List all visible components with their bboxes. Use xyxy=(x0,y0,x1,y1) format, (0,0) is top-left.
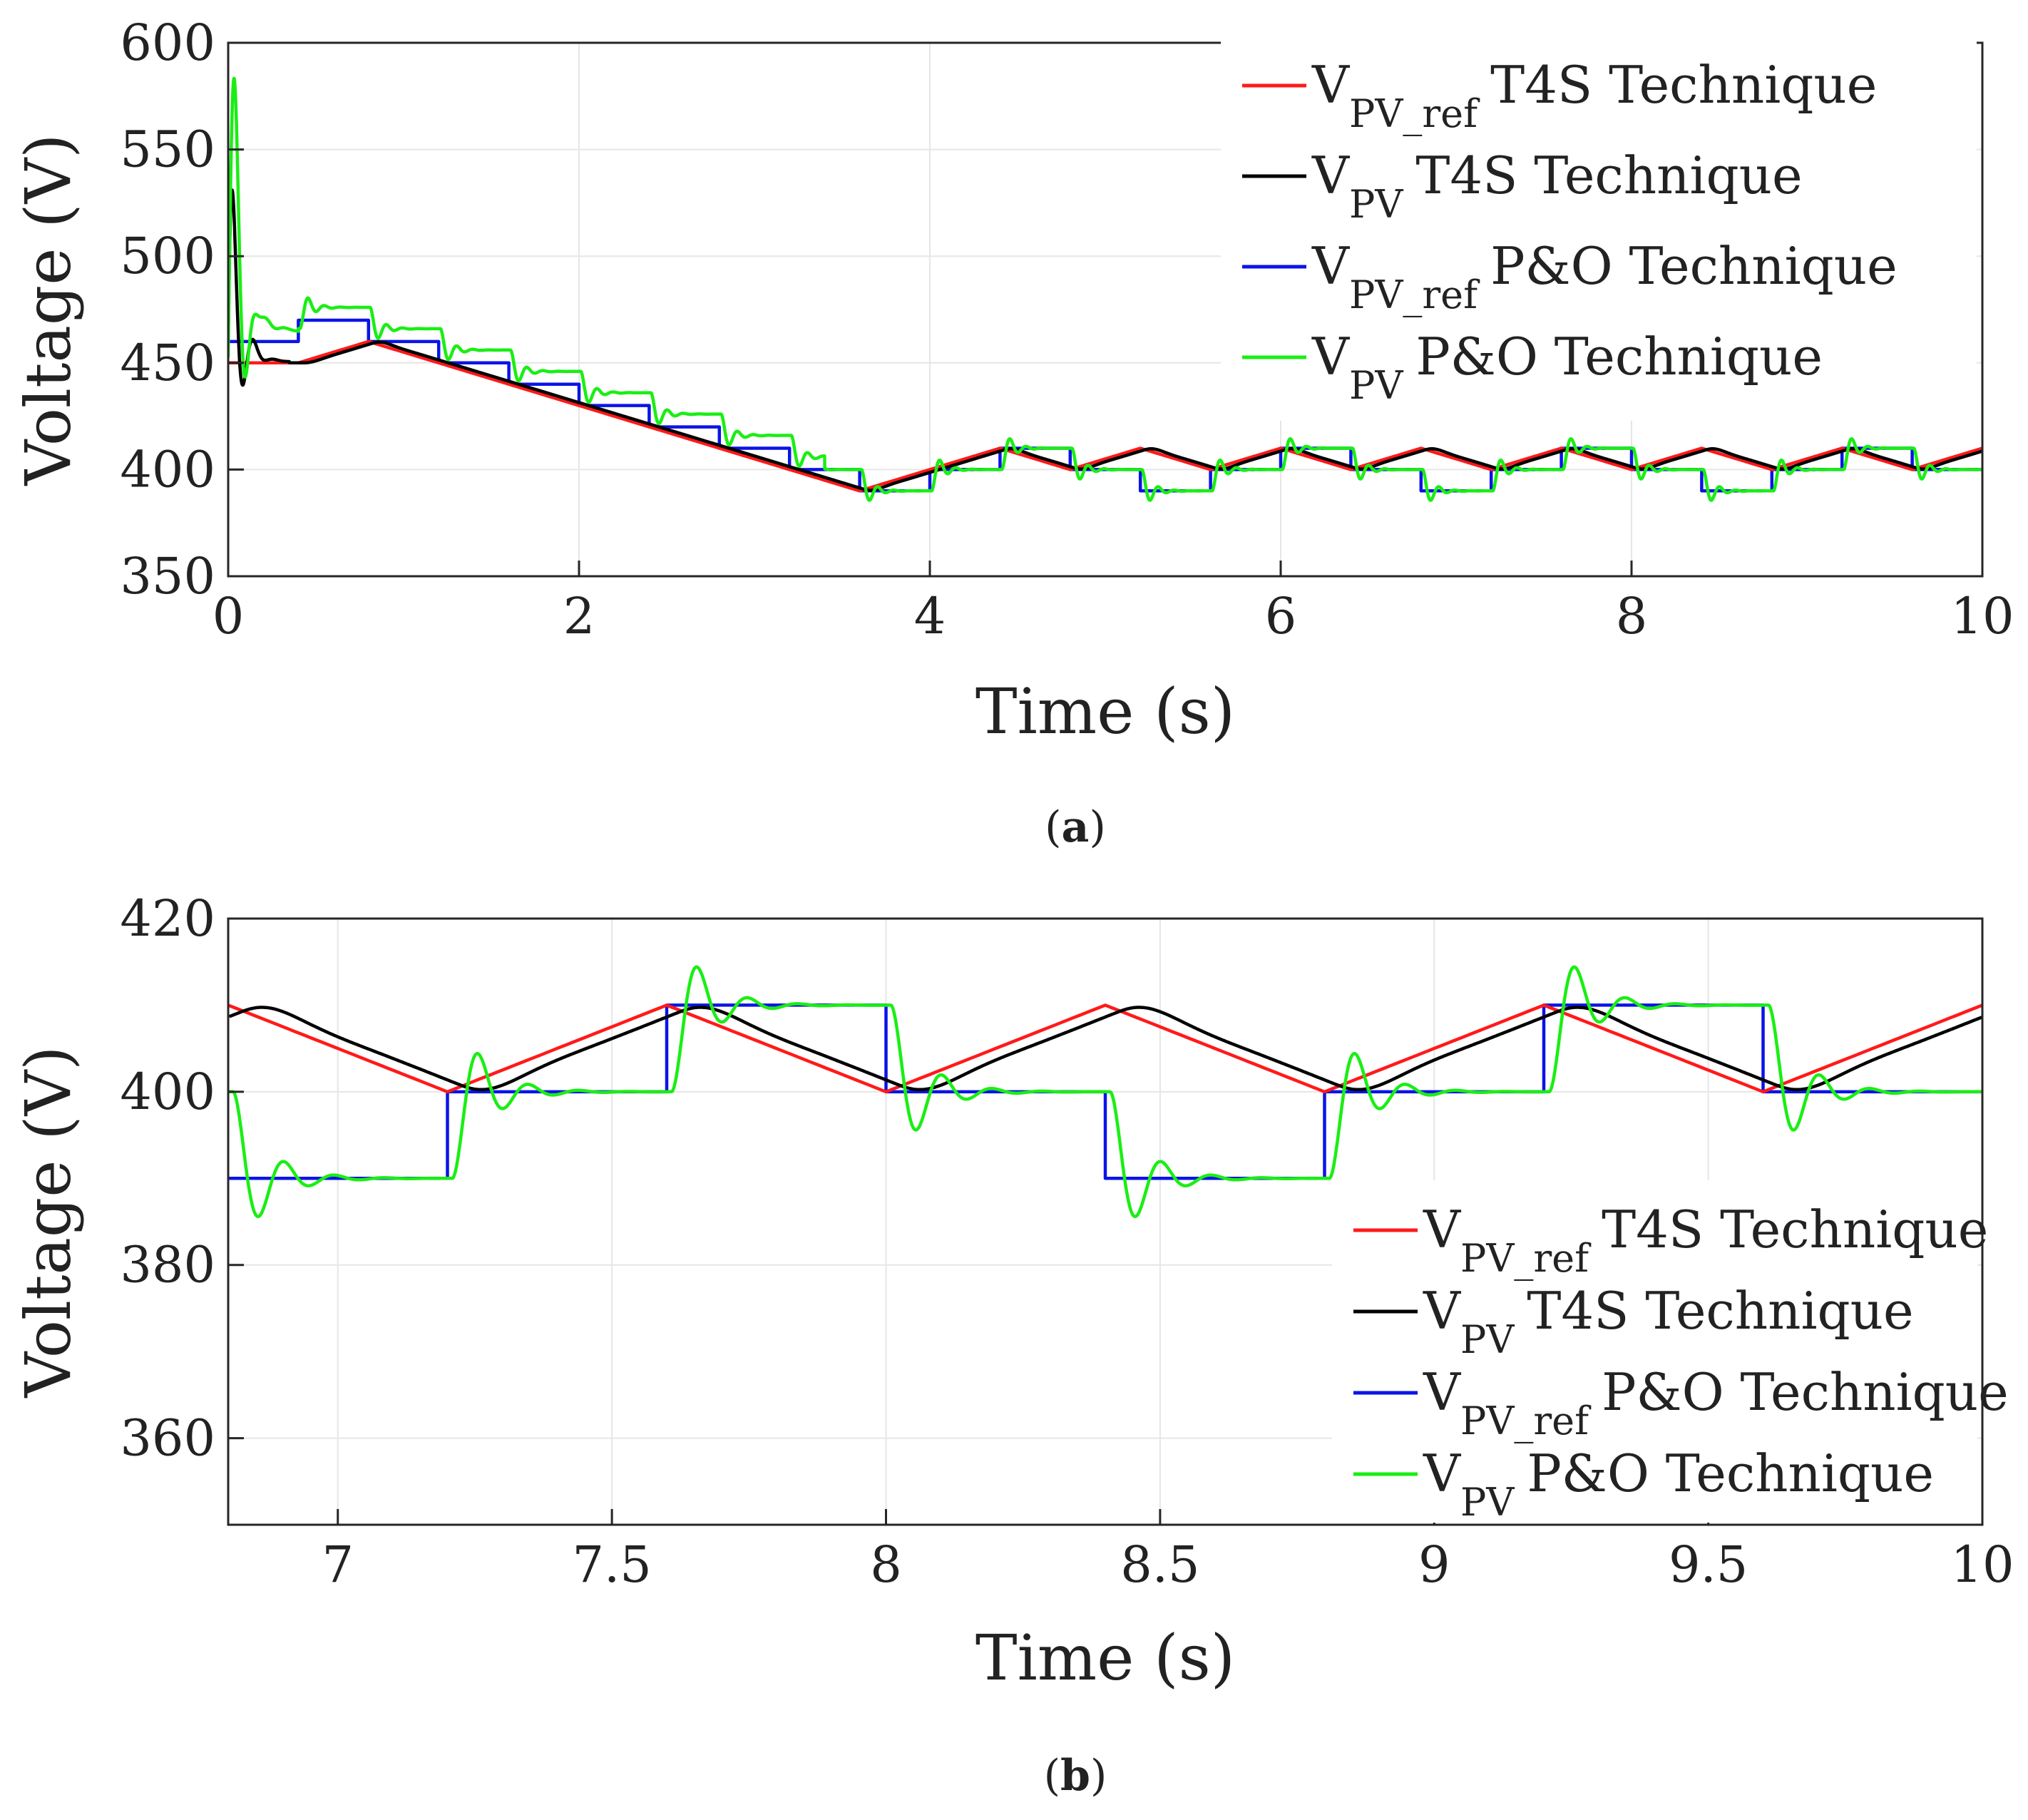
chart-a-series-t4s-measured xyxy=(228,188,1982,492)
chart-b-legend-label: VPV_ref P&O Technique xyxy=(1423,1362,2009,1443)
chart-b: 7 7.5 8 8.5 9 9.5 10 360 380 400 420 Time (s) Volt… xyxy=(11,889,2014,1801)
chart-b-xtick-label: 9 xyxy=(1418,1535,1450,1594)
chart-a: 0 2 4 6 8 10 350 400 450 500 550 600 Time (s) Volta… xyxy=(11,14,2014,852)
chart-b-legend-label: VPV T4S Technique xyxy=(1423,1281,1914,1362)
chart-b-ytick-label: 420 xyxy=(120,889,215,948)
chart-a-ticks: 0 2 4 6 8 10 350 400 450 500 550 600 xyxy=(120,14,2014,645)
chart-a-xtick-label: 4 xyxy=(914,587,946,645)
chart-a-legend-label: VPV_ref P&O Technique xyxy=(1311,236,1898,317)
chart-b-legend-label: VPV_ref T4S Technique xyxy=(1423,1200,1988,1281)
chart-b-xtick-label: 7 xyxy=(322,1535,354,1594)
chart-b-ticks: 7 7.5 8 8.5 9 9.5 10 360 380 400 420 xyxy=(120,889,2014,1594)
chart-a-ylabel: Voltage (V) xyxy=(11,133,85,486)
chart-b-series-t4s-reference xyxy=(228,1003,1982,1094)
chart-a-caption: (a) xyxy=(1045,802,1106,852)
chart-a-xtick-label: 2 xyxy=(563,587,595,645)
chart-a-xlabel: Time (s) xyxy=(975,675,1235,748)
chart-b-series xyxy=(228,965,1982,1219)
chart-b-xlabel: Time (s) xyxy=(975,1621,1235,1694)
chart-b-series-po-reference xyxy=(228,1003,1982,1180)
chart-b-xtick-label: 9.5 xyxy=(1669,1535,1748,1594)
chart-a-xtick-label: 6 xyxy=(1265,587,1297,645)
chart-b-ylabel: Voltage (V) xyxy=(11,1046,85,1398)
chart-a-xtick-label: 8 xyxy=(1616,587,1648,645)
chart-b-xtick-label: 8.5 xyxy=(1120,1535,1199,1594)
chart-a-ytick-label: 450 xyxy=(120,334,215,392)
chart-b-ytick-label: 380 xyxy=(120,1236,215,1294)
chart-b-legend-label: VPV P&O Technique xyxy=(1423,1443,1934,1525)
chart-a-legend-label: VPV P&O Technique xyxy=(1311,327,1823,408)
chart-a-xtick-label: 10 xyxy=(1950,587,2014,645)
chart-b-legend-bg xyxy=(1332,1180,1977,1523)
chart-a-series-po-measured xyxy=(228,76,1982,502)
chart-b-xtick-label: 10 xyxy=(1950,1535,2014,1594)
chart-a-ytick-label: 350 xyxy=(120,547,215,605)
chart-a-legend-label: VPV T4S Technique xyxy=(1311,145,1803,227)
chart-a-ytick-label: 500 xyxy=(120,227,215,285)
chart-a-axes-box xyxy=(227,41,1984,578)
chart-b-caption: (b) xyxy=(1044,1751,1107,1801)
chart-a-xtick-label: 0 xyxy=(212,587,245,645)
chart-a-ytick-label: 600 xyxy=(120,14,215,72)
chart-a-ytick-label: 550 xyxy=(120,121,215,179)
chart-a-legend: VPV_ref T4S Technique VPV T4S Technique VPV_… xyxy=(1221,36,1977,421)
chart-b-ytick-label: 400 xyxy=(120,1063,215,1121)
chart-b-series-po-measured xyxy=(228,965,1982,1219)
chart-a-ytick-label: 400 xyxy=(120,440,215,499)
chart-b-series-t4s-measured xyxy=(228,1006,1982,1092)
chart-b-xtick-label: 7.5 xyxy=(572,1535,651,1594)
chart-a-legend-bg xyxy=(1221,36,1977,421)
chart-b-xtick-label: 8 xyxy=(870,1535,902,1594)
chart-a-series xyxy=(228,76,1982,502)
chart-b-ytick-label: 360 xyxy=(120,1409,215,1468)
chart-a-legend-label: VPV_ref T4S Technique xyxy=(1311,55,1877,136)
chart-b-axes-box xyxy=(227,917,1984,1526)
chart-a-series-t4s-reference xyxy=(228,339,1982,493)
